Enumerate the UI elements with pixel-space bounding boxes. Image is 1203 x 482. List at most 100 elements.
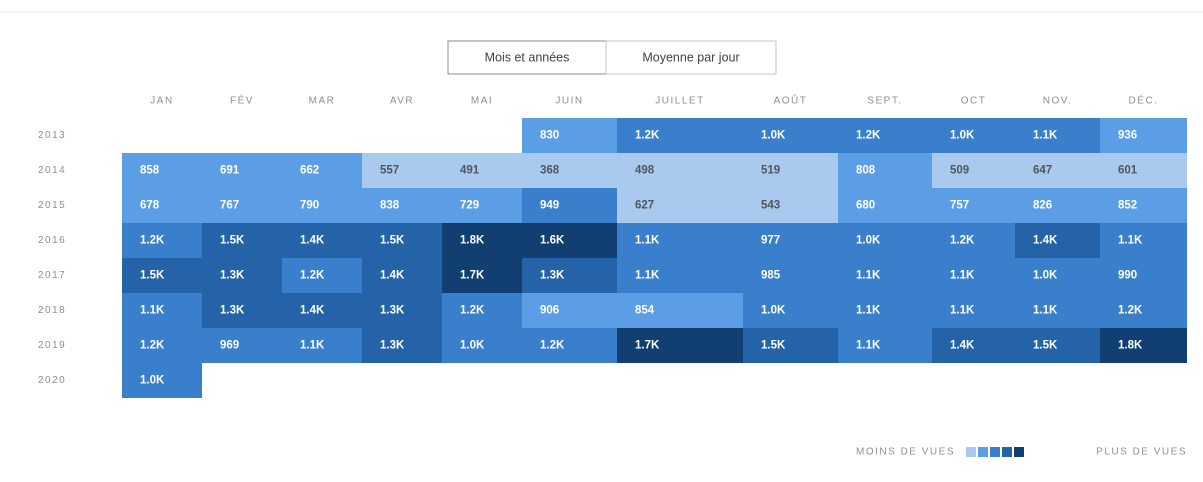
- heat-cell: [202, 328, 282, 363]
- cell-label: 729: [460, 200, 479, 212]
- column-label: DÉC.: [1129, 94, 1159, 107]
- column-label: NOV.: [1043, 96, 1073, 107]
- cell-label: 1.3K: [540, 270, 565, 282]
- legend-swatch: [990, 447, 1000, 457]
- cell-label: 977: [761, 235, 780, 247]
- heat-cell: [838, 118, 932, 153]
- cell-label: 509: [950, 165, 969, 177]
- legend-swatch: [1014, 447, 1024, 457]
- toggle-label[interactable]: Mois et années: [485, 50, 570, 64]
- cell-label: 1.3K: [220, 305, 245, 317]
- heat-cell: [1100, 293, 1187, 328]
- cell-label: 662: [300, 165, 319, 177]
- heat-cell: [282, 328, 362, 363]
- cell-label: 1.1K: [1118, 235, 1143, 247]
- cell-label: 1.3K: [380, 340, 405, 352]
- row-label: 2020: [38, 375, 66, 386]
- heat-cell: [932, 293, 1015, 328]
- cell-label: 1.3K: [220, 270, 245, 282]
- column-label: JUILLET: [655, 96, 704, 107]
- cell-label: 491: [460, 165, 480, 177]
- heat-cell: [122, 363, 202, 398]
- heat-cell: [838, 328, 932, 363]
- column-label: SEPT.: [867, 96, 902, 107]
- heat-cell: [1015, 328, 1100, 363]
- heat-cell: [362, 328, 442, 363]
- heat-cell: [932, 223, 1015, 258]
- heat-cell: [617, 153, 743, 188]
- heat-cell: [522, 328, 617, 363]
- legend-low: MOINS DE VUES: [856, 447, 955, 458]
- cell-label: 1.0K: [761, 130, 786, 142]
- heat-cell: [838, 293, 932, 328]
- cell-label: 1.5K: [1033, 340, 1058, 352]
- cell-label: 1.5K: [220, 235, 245, 247]
- cell-label: 826: [1033, 200, 1052, 212]
- cell-label: 1.1K: [856, 340, 881, 352]
- toggle-label[interactable]: Moyenne par jour: [642, 50, 739, 64]
- legend-swatch: [966, 447, 976, 457]
- cell-label: 1.2K: [856, 130, 881, 142]
- cell-label: 1.7K: [460, 270, 485, 282]
- heat-cell: [743, 258, 838, 293]
- cell-label: 969: [220, 340, 239, 352]
- row-label: 2015: [38, 200, 66, 211]
- cell-label: 1.4K: [300, 305, 325, 317]
- heat-cell: [522, 293, 617, 328]
- toggle-group: Mois et années Moyenne par jour: [447, 40, 777, 75]
- cell-label: 1.2K: [950, 235, 975, 247]
- row-label: 2014: [38, 165, 66, 176]
- legend-swatch: [978, 447, 988, 457]
- heat-cell: [202, 153, 282, 188]
- cell-label: 1.1K: [1033, 305, 1058, 317]
- heat-cell: [522, 153, 617, 188]
- heat-cell: [282, 293, 362, 328]
- heat-cell: [122, 188, 202, 223]
- column-label: JAN: [150, 96, 173, 107]
- heat-cell: [932, 328, 1015, 363]
- heat-cell: [1015, 118, 1100, 153]
- cell-label: 1.1K: [140, 305, 165, 317]
- heat-cell: [202, 293, 282, 328]
- legend-high: PLUS DE VUES: [1096, 447, 1187, 458]
- heat-cell: [1015, 223, 1100, 258]
- cell-label: 543: [761, 200, 780, 212]
- heat-cell: [442, 223, 522, 258]
- cell-label: 647: [1033, 165, 1052, 177]
- cell-label: 1.8K: [1118, 340, 1143, 352]
- cell-label: 1.2K: [140, 235, 165, 247]
- cell-label: 1.5K: [761, 340, 786, 352]
- column-label: JUIN: [555, 96, 583, 107]
- cell-label: 1.0K: [761, 305, 786, 317]
- heat-cell: [1100, 188, 1187, 223]
- heat-cell: [838, 188, 932, 223]
- toggle-button[interactable]: [605, 40, 777, 75]
- heat-cell: [362, 258, 442, 293]
- cell-label: 678: [140, 200, 160, 212]
- cell-label: 1.0K: [460, 340, 485, 352]
- heat-cell: [362, 153, 442, 188]
- heat-cell: [1100, 153, 1187, 188]
- cell-label: 854: [635, 305, 655, 317]
- heat-cell: [743, 118, 838, 153]
- column-label: MAR: [309, 96, 336, 107]
- cell-label: 808: [856, 165, 876, 177]
- heat-cell: [932, 258, 1015, 293]
- column-label: MAI: [471, 96, 493, 107]
- heat-cell: [442, 258, 522, 293]
- heat-cell: [362, 223, 442, 258]
- cell-label: 1.4K: [1033, 235, 1058, 247]
- cell-label: 949: [540, 200, 559, 212]
- cell-label: 627: [635, 200, 654, 212]
- cell-label: 1.1K: [950, 305, 975, 317]
- heat-cell: [442, 188, 522, 223]
- heat-cell: [743, 188, 838, 223]
- cell-label: 557: [380, 165, 399, 177]
- cell-label: 936: [1118, 130, 1137, 142]
- cell-label: 1.6K: [540, 235, 565, 247]
- heat-cell: [932, 153, 1015, 188]
- heat-cell: [1015, 188, 1100, 223]
- cell-label: 1.0K: [950, 130, 975, 142]
- cell-label: 1.1K: [635, 270, 660, 282]
